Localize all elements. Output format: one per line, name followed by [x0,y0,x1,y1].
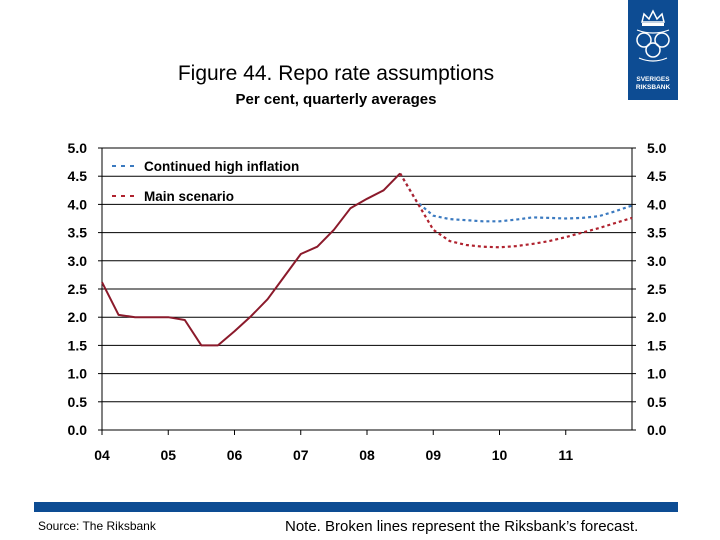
y-tick-label-right: 4.5 [647,168,667,184]
y-tick-label-right: 3.0 [647,253,667,269]
legend-label: Main scenario [144,189,234,204]
axis-ticks [98,147,636,435]
series-line-outcome [101,172,401,347]
series-lines [101,172,633,347]
y-tick-label-left: 2.0 [68,309,88,325]
y-tick-label-left: 0.0 [68,422,88,438]
y-tick-label-right: 3.5 [647,225,667,241]
series-line-continued-high-inflation [399,172,633,223]
x-tick-label: 08 [359,447,375,463]
crown-crest-icon [636,9,670,62]
y-tick-label-right: 4.0 [647,196,667,212]
logo-line-1: SVERIGES [636,76,670,83]
x-tick-label: 07 [293,447,309,463]
source-text: Source: The Riksbank [38,519,156,533]
note-text: Note. Broken lines represent the Riksban… [285,518,639,535]
y-tick-label-left: 4.0 [68,196,88,212]
logo-line-2: RIKSBANK [635,84,671,91]
y-tick-label-left: 5.0 [68,140,88,156]
y-tick-label-left: 2.5 [68,281,88,297]
y-tick-label-right: 1.5 [647,337,667,353]
gridlines [102,175,632,403]
x-tick-label: 05 [160,447,176,463]
y-tick-label-right: 0.0 [647,422,667,438]
riksbank-logo: SVERIGES RIKSBANK [628,0,678,100]
y-tick-label-left: 1.0 [68,366,88,382]
chart-title: Figure 44. Repo rate assumptions [177,62,495,85]
series-line-main-scenario [399,172,633,249]
y-tick-label-left: 3.0 [68,253,88,269]
logo-text: SVERIGES RIKSBANK [628,76,678,92]
x-tick-label: 09 [425,447,441,463]
y-tick-label-right: 2.5 [647,281,667,297]
repo-rate-chart: 0.0 0.5 1.0 1.5 2.0 2.5 3.0 3.5 4.0 4.5 5.0 0.0 0.5… [68,140,667,463]
y-axis-left-labels: 0.0 0.5 1.0 1.5 2.0 2.5 3.0 3.5 4.0 4.5 5.0 [68,140,88,438]
chart-subtitle: Per cent, quarterly averages [235,91,437,108]
y-tick-label-left: 0.5 [68,394,88,410]
x-axis-labels: 04 05 06 07 08 09 10 11 [94,447,573,463]
legend-label: Continued high inflation [144,159,299,174]
y-tick-label-right: 1.0 [647,366,667,382]
y-axis-right-labels: 0.0 0.5 1.0 1.5 2.0 2.5 3.0 3.5 4.0 4.5 5.0 [647,140,667,438]
y-tick-label-right: 0.5 [647,394,667,410]
x-tick-label: 10 [492,447,508,463]
y-tick-label-left: 1.5 [68,337,88,353]
y-tick-label-left: 4.5 [68,168,88,184]
x-tick-label: 06 [227,447,243,463]
y-tick-label-left: 3.5 [68,225,88,241]
x-tick-label: 04 [94,447,110,463]
y-tick-label-right: 5.0 [647,140,667,156]
legend: Continued high inflation Main scenario [112,159,299,204]
y-tick-label-right: 2.0 [647,309,667,325]
x-tick-label: 11 [558,447,573,463]
footer-bar [34,502,678,512]
